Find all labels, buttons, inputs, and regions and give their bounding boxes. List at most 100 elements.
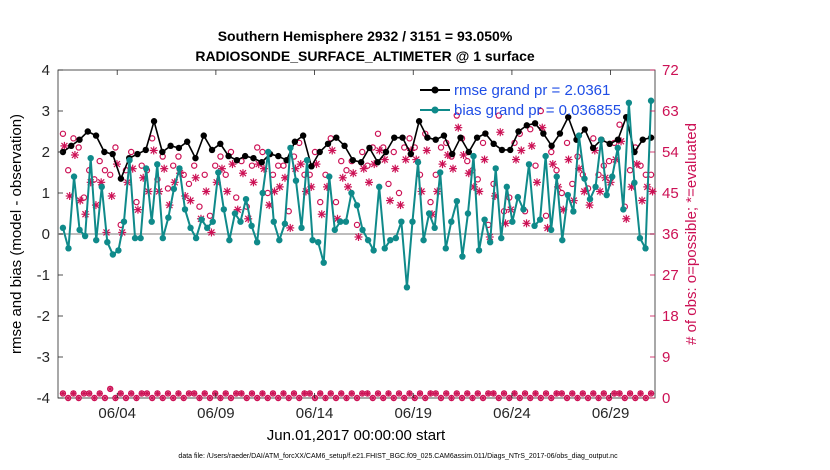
obs-possible-marker [527, 126, 534, 133]
obs-evaluated-bottom-stroke [501, 390, 507, 396]
obs-evaluated-stroke [286, 224, 294, 232]
plot-area: 06/04 06/09 06/14 06/19 06/24 06/29 -4 -3 -2 -1 0… [37, 62, 679, 422]
obs-evaluated-bottom-stroke [249, 390, 255, 396]
obs-possible-marker [338, 157, 345, 165]
obs-evaluated-stroke [617, 137, 625, 145]
obs-evaluated-bottom-stroke [202, 390, 208, 396]
left-y-tick-label: 2 [42, 144, 50, 161]
bias-point [370, 247, 377, 254]
obs-evaluated-bottom-stroke [181, 395, 187, 401]
obs-possible-marker [248, 162, 256, 169]
obs-evaluated-bottom-stroke [490, 390, 497, 396]
obs-evaluated-bottom-stroke [522, 390, 528, 396]
obs-evaluated-marker [585, 201, 594, 210]
obs-evaluated-stroke [533, 178, 541, 186]
obs-evaluated-marker [632, 160, 641, 169]
bias-point [442, 245, 449, 252]
obs-evaluated-bottom-marker [574, 395, 581, 401]
bias-point [59, 224, 67, 232]
obs-evaluated-bottom-stroke [196, 395, 203, 401]
obs-possible-marker [185, 180, 193, 188]
obs-evaluated-stroke [475, 188, 483, 195]
obs-evaluated-marker [522, 219, 531, 228]
obs-evaluated-stroke [439, 160, 446, 168]
bias-point [276, 236, 283, 244]
bias-point [314, 239, 322, 246]
obs-evaluated-bottom-stroke [165, 390, 171, 396]
obs-evaluated-bottom-marker [411, 395, 418, 401]
obs-evaluated-marker [454, 123, 463, 132]
obs-possible-marker [616, 121, 623, 128]
obs-evaluated-stroke [113, 160, 121, 168]
obs-evaluated-bottom-stroke [648, 390, 654, 396]
bias-point [165, 214, 172, 221]
obs-evaluated-bottom-marker [548, 395, 555, 401]
rmse-point [432, 136, 439, 143]
obs-possible-marker [542, 212, 550, 219]
obs-possible-marker [427, 198, 434, 206]
obs-evaluated-bottom-marker [343, 395, 350, 401]
obs-evaluated-bottom-marker [390, 395, 397, 401]
bias-point [387, 236, 394, 244]
obs-evaluated-bottom-marker [632, 395, 639, 401]
obs-evaluated-bottom-stroke [217, 395, 224, 401]
bias-point [559, 236, 566, 244]
obs-evaluated-bottom-marker [432, 390, 439, 397]
obs-evaluated-bottom-marker [621, 395, 628, 401]
bias-point [348, 189, 355, 197]
obs-evaluated-bottom-marker [511, 390, 518, 397]
obs-evaluated-bottom-marker [579, 390, 586, 397]
obs-possible-marker [605, 157, 613, 165]
obs-evaluated-marker [359, 164, 368, 173]
bias-point [192, 234, 200, 242]
obs-evaluated-bottom-marker [495, 395, 502, 401]
obs-evaluated-bottom-stroke [212, 390, 218, 396]
obs-evaluated-stroke [192, 174, 200, 182]
rmse-point [341, 142, 348, 150]
rmse-point [589, 144, 597, 152]
obs-possible-marker [558, 189, 565, 197]
obs-evaluated-bottom-marker [417, 390, 424, 397]
obs-evaluated-bottom-marker [322, 395, 329, 401]
rmse-point [614, 136, 622, 143]
obs-evaluated-bottom-stroke [448, 395, 455, 401]
obs-evaluated-stroke [449, 165, 457, 173]
obs-evaluated-marker [564, 155, 573, 164]
bias-point [70, 173, 78, 180]
obs-evaluated-bottom-marker [269, 390, 276, 397]
bias-point [126, 157, 133, 164]
obs-evaluated-marker [375, 146, 384, 155]
obs-evaluated-marker [70, 151, 79, 159]
obs-evaluated-bottom-marker [233, 390, 240, 397]
x-tick-label: 06/09 [197, 405, 235, 422]
obs-evaluated-bottom-marker [585, 395, 592, 401]
obs-evaluated-stroke [202, 188, 210, 195]
obs-evaluated-stroke [596, 188, 604, 195]
bias-point [647, 97, 655, 104]
obs-evaluated-stroke [365, 178, 373, 186]
obs-evaluated-bottom-marker [401, 395, 408, 401]
obs-evaluated-bottom-marker [264, 395, 271, 401]
obs-evaluated-bottom-stroke [459, 395, 465, 401]
obs-possible-marker [59, 130, 67, 137]
obs-evaluated-bottom-stroke [506, 395, 512, 401]
obs-evaluated-bottom-stroke [275, 395, 281, 401]
obs-evaluated-bottom-marker [191, 390, 198, 397]
right-y-tick-label: 54 [662, 144, 679, 161]
obs-evaluated-bottom-marker [196, 395, 203, 401]
obs-evaluated-bottom-stroke [123, 395, 129, 401]
chart-title-line2: RADIOSONDE_SURFACE_ALTIMETER @ 1 surface [195, 48, 535, 64]
obs-evaluated-bottom-marker [348, 390, 355, 397]
rmse-point [540, 130, 547, 137]
obs-evaluated-stroke [344, 183, 352, 191]
obs-possible-marker [106, 171, 114, 178]
obs-evaluated-stroke [334, 215, 341, 223]
obs-evaluated-bottom-stroke [475, 390, 481, 396]
rmse-point [415, 118, 423, 125]
bias-point [631, 179, 638, 186]
obs-evaluated-marker [296, 160, 305, 169]
obs-evaluated-marker [449, 164, 458, 173]
obs-evaluated-stroke [318, 210, 326, 218]
obs-evaluated-bottom-marker [480, 395, 487, 401]
bias-point [215, 169, 222, 176]
